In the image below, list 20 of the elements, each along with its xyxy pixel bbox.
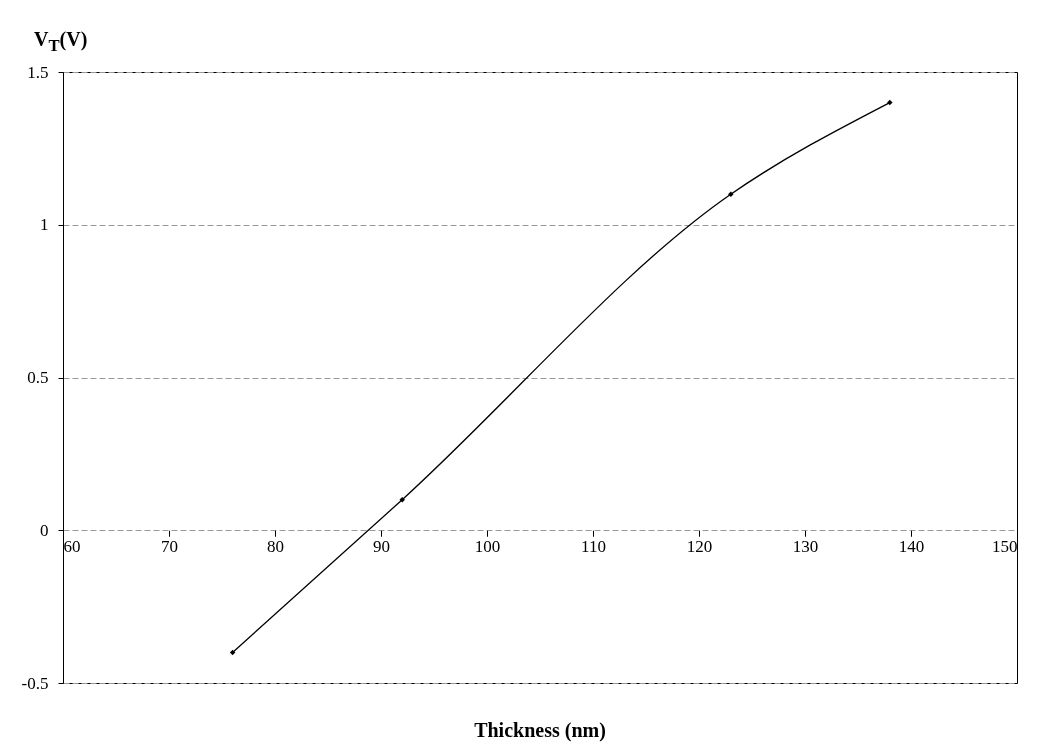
y-axis-title: V$_{T}$(V) [34,28,88,56]
y-tick-label: -0.5 [21,673,49,693]
x-tick-label: 80 [267,536,284,556]
point [887,99,893,106]
x-axis-title: Thickness (nm) [474,719,606,742]
point [399,496,405,503]
y-tick-label: 1 [40,215,49,235]
x-tick-label: 120 [686,536,713,556]
x-tick-label: 70 [161,536,178,556]
y-tick-label: 1.5 [27,62,49,82]
x-tick-label: 60 [63,536,81,556]
x-tick-label: 140 [898,536,925,556]
x-tick-label: 110 [581,536,606,556]
point [728,191,734,197]
x-tick-label: 130 [792,536,819,556]
x-tick-label: 100 [474,536,501,556]
x-tick-label: 150 [992,536,1018,556]
y-tick-label: 0 [40,520,49,540]
x-tick-label: 90 [373,536,390,556]
y-tick-label: 0.5 [27,368,49,387]
